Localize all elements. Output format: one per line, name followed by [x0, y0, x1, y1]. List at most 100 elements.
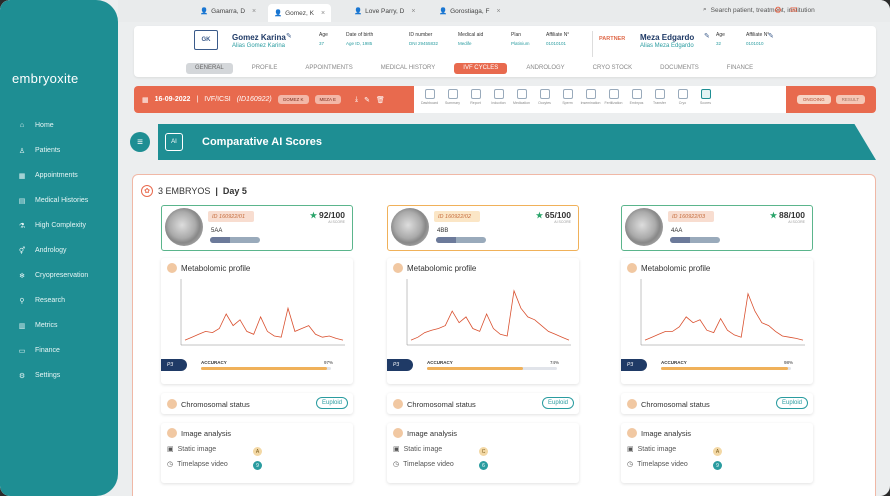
sidebar-item-appointments[interactable]: ▦ Appointments — [0, 163, 118, 188]
sidebar-item-finance[interactable]: ▭ Finance — [0, 338, 118, 363]
tool-transfer[interactable]: Transfer — [648, 89, 671, 105]
edit-icon[interactable]: ✎ — [704, 33, 710, 40]
tab-cryo-stock[interactable]: CRYO STOCK — [592, 65, 633, 71]
sidebar-item-andrology[interactable]: ⚥ Andrology — [0, 238, 118, 263]
user-icon: 👤 — [439, 8, 448, 15]
edit-icon[interactable]: ✎ — [286, 33, 292, 40]
tab-appointments[interactable]: APPOINTMENTS — [305, 65, 353, 71]
tool-label: Cryo — [678, 101, 687, 105]
tab-ivf-cycles[interactable]: IVF CYCLES — [454, 63, 508, 74]
embryo-card[interactable]: ID 160922/02 4BB ★ 65/100 AI SCORE — [387, 205, 579, 251]
partner-pill[interactable]: MEZA E — [314, 95, 342, 104]
timelapse-row[interactable]: ◷ Timelapse video — [393, 460, 454, 469]
tab-profile[interactable]: PROFILE — [251, 65, 278, 71]
cycle-date: 16-09-2022 — [154, 96, 191, 103]
tab-finance[interactable]: FINANCE — [726, 65, 754, 71]
tool-sperm[interactable]: Sperm — [556, 89, 579, 105]
static-image-row[interactable]: ▣ Static image — [627, 445, 676, 454]
euploid-badge[interactable]: Euploid — [315, 397, 348, 409]
separator: | — [196, 96, 199, 103]
sidebar-item-high-complexity[interactable]: ⚗ High Complexity — [0, 213, 118, 238]
timelapse-row[interactable]: ◷ Timelapse video — [167, 460, 228, 469]
sidebar-item-patients[interactable]: ♙ Patients — [0, 138, 118, 163]
tool-oocytes[interactable]: Oocytes — [533, 89, 556, 105]
tab-patient-3[interactable]: 👤 Love Parry, D × — [348, 4, 421, 18]
embryo-image[interactable] — [391, 208, 429, 246]
field-value: 32 — [716, 41, 722, 46]
tab-documents[interactable]: DOCUMENTS — [660, 65, 699, 71]
tab-andrology[interactable]: ANDROLOGY — [526, 65, 565, 71]
tool-summary[interactable]: Summary — [441, 89, 464, 105]
accuracy-bar — [201, 367, 331, 370]
close-icon[interactable]: × — [252, 7, 257, 15]
patient-pill[interactable]: GOMEZ K — [277, 95, 309, 104]
accuracy-value: 98% — [783, 360, 793, 365]
row-label: Timelapse video — [177, 460, 228, 468]
chromosomal-card: Chromosomal status Euploid — [621, 393, 813, 414]
static-image-row[interactable]: ▣ Static image — [393, 445, 442, 454]
accuracy-fill — [201, 367, 328, 370]
field-label: Affiliate N° — [546, 32, 570, 38]
menu-icon[interactable]: ≡ — [130, 132, 150, 152]
tool-scores[interactable]: Scores — [694, 89, 717, 105]
star-icon: ★ — [535, 211, 543, 220]
embryo-image[interactable] — [165, 208, 203, 246]
folder-icon: ▤ — [18, 197, 26, 205]
tool-fertilization[interactable]: Fertilization — [602, 89, 625, 105]
tool-report[interactable]: Report — [464, 89, 487, 105]
tool-cryo[interactable]: Cryo — [671, 89, 694, 105]
tool-dashboard[interactable]: Dashboard — [418, 89, 441, 105]
ai-score: ★ 65/100 AI SCORE — [536, 210, 571, 224]
sidebar-item-research[interactable]: ⚲ Research — [0, 288, 118, 313]
tool-insemination[interactable]: Insemination — [579, 89, 602, 105]
card-title: Image analysis — [181, 428, 232, 438]
download-icon[interactable]: ⤓ — [355, 95, 359, 103]
search-input[interactable]: ⌕ Search patient, treatment, institution — [703, 6, 815, 14]
tool-label: Insemination — [580, 101, 601, 105]
euploid-badge[interactable]: Euploid — [541, 397, 574, 409]
header-tabs: GENERAL PROFILE APPOINTMENTS MEDICAL HIS… — [186, 63, 772, 74]
accuracy-row: P3 ACCURACY 97% — [161, 359, 353, 371]
euploid-badge[interactable]: Euploid — [775, 397, 808, 409]
sidebar-item-metrics[interactable]: ▥ Metrics — [0, 313, 118, 338]
embryo-icon: ✿ — [141, 185, 153, 197]
timelapse-grade-badge: 9 — [713, 461, 722, 470]
edit-icon[interactable]: ✎ — [364, 96, 371, 104]
sidebar-item-medical-histories[interactable]: ▤ Medical Histories — [0, 188, 118, 213]
tab-general[interactable]: GENERAL — [186, 63, 233, 74]
notification-icon[interactable]: ✉ — [790, 5, 798, 15]
sidebar-item-home[interactable]: ⌂ Home — [0, 113, 118, 138]
accuracy-label: ACCURACY — [661, 360, 687, 365]
close-icon[interactable]: × — [321, 9, 326, 17]
card-title: Image analysis — [407, 428, 458, 438]
result-button[interactable]: RESULT — [835, 95, 866, 104]
gear-icon: ⚙ — [18, 372, 26, 380]
tab-patient-2[interactable]: 👤 Gomez, K × — [268, 4, 332, 22]
embryo-card[interactable]: ID 160922/01 5AA ★ 92/100 AI SCORE — [161, 205, 353, 251]
tool-label: Report — [470, 101, 481, 105]
cycle-type: IVF/ICSI — [204, 96, 231, 103]
sidebar-item-cryopreservation[interactable]: ❄ Cryopreservation — [0, 263, 118, 288]
sidebar-item-settings[interactable]: ⚙ Settings — [0, 363, 118, 388]
cycle-bar: ▦ 16-09-2022 | IVF/ICSI (ID160922) GOMEZ… — [134, 86, 876, 113]
close-icon[interactable]: × — [496, 7, 501, 15]
embryo-image[interactable] — [625, 208, 663, 246]
ongoing-button[interactable]: ONGOING — [796, 95, 831, 104]
settings-icon[interactable]: ⚙ — [774, 5, 783, 15]
tool-embryos[interactable]: Embryos — [625, 89, 648, 105]
close-icon[interactable]: × — [411, 7, 416, 15]
tab-medical-history[interactable]: MEDICAL HISTORY — [380, 65, 436, 71]
user-icon: 👤 — [200, 8, 209, 15]
metabolomic-card: Metabolomic profile P3 ACCURACY 97% — [161, 258, 353, 384]
tool-induction[interactable]: Induction — [487, 89, 510, 105]
insemination-icon — [585, 89, 596, 99]
tab-patient-1[interactable]: 👤 Gamarra, D × — [194, 4, 262, 18]
timelapse-row[interactable]: ◷ Timelapse video — [627, 460, 688, 469]
tab-patient-4[interactable]: 👤 Gorostiaga, F × — [433, 4, 507, 18]
trash-icon[interactable]: 🗑 — [376, 96, 385, 104]
tool-label: Summary — [445, 101, 460, 105]
edit-icon[interactable]: ✎ — [768, 33, 774, 40]
embryo-card[interactable]: ID 160922/03 4AA ★ 88/100 AI SCORE — [621, 205, 813, 251]
tool-medication[interactable]: Medication — [510, 89, 533, 105]
static-image-row[interactable]: ▣ Static image — [167, 445, 216, 454]
